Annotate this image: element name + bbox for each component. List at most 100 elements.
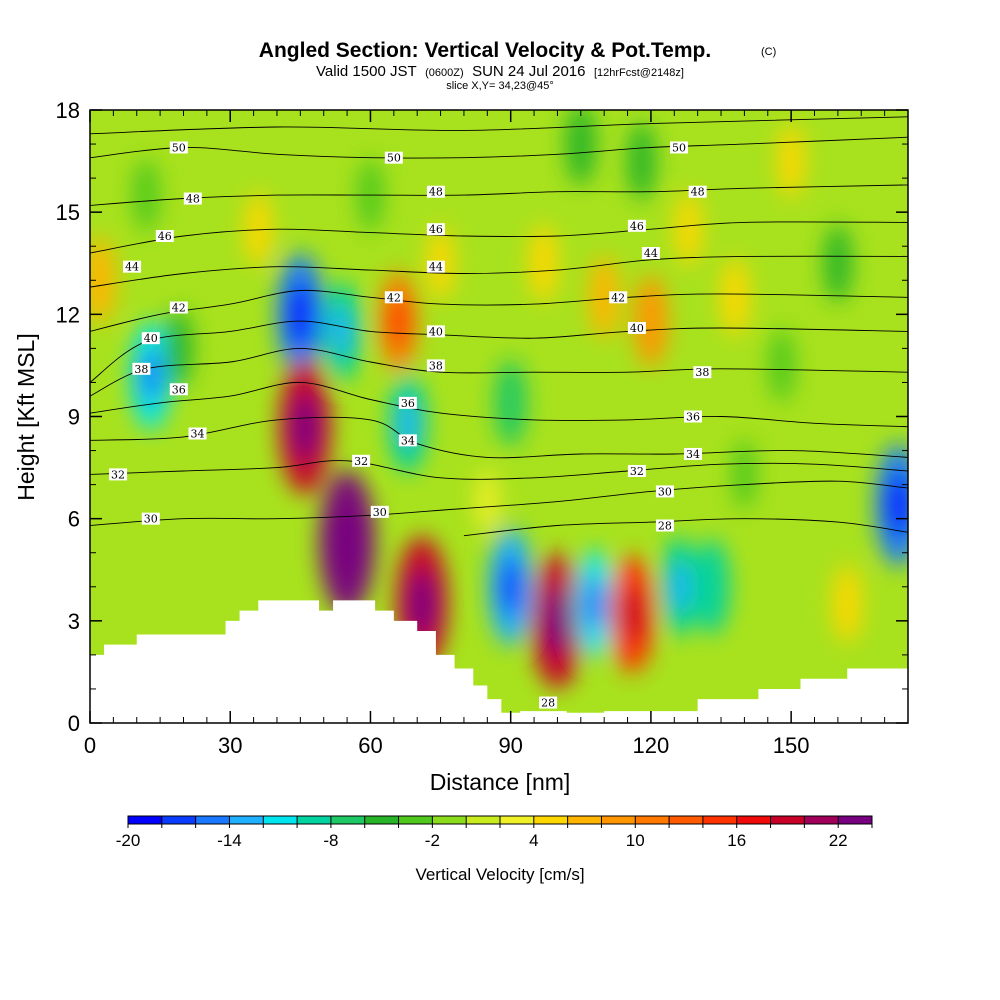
theta-label-box — [627, 464, 646, 477]
theta-label-46: 46 — [426, 223, 445, 236]
theta-label-box — [398, 396, 417, 409]
theta-label-46: 46 — [155, 230, 174, 243]
velocity-cell-0 — [90, 236, 116, 324]
colorbar-swatch — [297, 816, 332, 824]
theta-label-44: 44 — [123, 260, 142, 274]
theta-label-text: 46 — [158, 230, 172, 243]
velocity-cell-23 — [633, 275, 669, 367]
theta-label-text: 48 — [186, 193, 200, 206]
x-axis: 0 30 60 90 120 150 — [84, 110, 909, 758]
x-tick-label: 0 — [84, 733, 96, 758]
colorbar-swatch — [533, 816, 569, 824]
y-tick-label: 3 — [68, 609, 80, 634]
colorbar-swatch — [128, 816, 163, 824]
theta-contour-28 — [463, 518, 908, 537]
velocity-cell-20 — [693, 538, 730, 635]
velocity-core-17 — [584, 576, 606, 632]
theta-label-text: 42 — [172, 302, 186, 315]
colorbar-tick-label: 22 — [829, 831, 848, 850]
theta-contour-46 — [90, 221, 908, 254]
theta-label-text: 38 — [134, 363, 148, 376]
theta-label-text: 38 — [695, 366, 709, 379]
colorbar-swatch — [567, 816, 602, 824]
x-tick-label: 60 — [358, 733, 382, 758]
theta-contour-30 — [90, 480, 908, 526]
theta-label-34: 34 — [188, 427, 207, 441]
theta-contour-42 — [90, 289, 908, 332]
valid-time-line: Valid 1500 JST (0600Z) SUN 24 Jul 2016 [… — [316, 63, 684, 80]
velocity-core-16 — [544, 587, 571, 655]
velocity-core-18 — [620, 584, 644, 644]
theta-contour-32 — [90, 460, 908, 480]
theta-label-42: 42 — [384, 291, 403, 304]
colorbar-swatch — [432, 816, 467, 824]
theta-label-box — [627, 321, 646, 334]
colorbar-swatch — [804, 816, 839, 824]
plot-area: 50 50 50 48 48 48 46 46 46 44 44 44 42 42 42 40 40 40 38 38… — [90, 110, 908, 723]
colorbar-swatch — [364, 816, 400, 824]
theta-label-50: 50 — [669, 141, 688, 154]
theta-label-box — [627, 219, 646, 232]
theta-label-44: 44 — [426, 260, 445, 274]
colorbar-swatch — [635, 816, 670, 824]
colorbar-tick-label: 16 — [727, 831, 746, 850]
velocity-cell-29 — [627, 122, 657, 201]
theta-label-38: 38 — [132, 362, 151, 376]
x-tick-label: 150 — [773, 733, 810, 758]
valid-time-prefix: Valid 1500 JST — [316, 63, 417, 80]
theta-label-32: 32 — [352, 454, 371, 468]
theta-label-box — [141, 512, 160, 525]
theta-contour-50 — [90, 136, 908, 159]
theta-label-box — [693, 366, 712, 379]
slice-info: slice X,Y= 34,23@45° — [446, 80, 554, 92]
x-tick-label: 120 — [633, 733, 670, 758]
theta-label-text: 46 — [630, 220, 644, 233]
theta-label-text: 34 — [191, 428, 205, 441]
theta-label-box — [609, 291, 628, 304]
theta-label-text: 44 — [125, 261, 139, 274]
theta-label-box — [109, 468, 128, 481]
theta-label-box — [655, 485, 674, 498]
theta-label-46: 46 — [627, 219, 646, 233]
theta-label-box — [426, 260, 445, 273]
velocity-cell-24 — [674, 192, 702, 266]
theta-contours — [90, 116, 908, 537]
x-axis-label: Distance [nm] — [430, 769, 571, 795]
velocity-core-1 — [140, 348, 162, 403]
velocity-cell-30 — [823, 224, 853, 303]
theta-label-44: 44 — [641, 247, 660, 260]
theta-contour-labels: 50 50 50 48 48 48 46 46 46 44 44 44 42 42 42 40 40 40 38 38… — [109, 141, 712, 710]
theta-label-box — [169, 301, 188, 314]
theta-label-38: 38 — [426, 359, 445, 372]
colorbar-swatch — [263, 816, 298, 824]
theta-contour-36 — [90, 381, 908, 428]
colorbar-swatch — [229, 816, 264, 824]
y-tick-label: 18 — [56, 98, 80, 123]
theta-label-30: 30 — [655, 485, 674, 498]
theta-label-48: 48 — [688, 185, 707, 199]
theta-label-box — [141, 332, 160, 345]
theta-label-38: 38 — [693, 366, 712, 379]
velocity-field — [90, 110, 908, 689]
theta-label-text: 40 — [144, 332, 158, 345]
velocity-cell-32 — [832, 564, 862, 643]
y-tick-label: 12 — [56, 302, 80, 327]
colorbar-tick-label: -14 — [217, 831, 242, 850]
theta-label-box — [683, 410, 702, 423]
velocity-cell-7 — [244, 192, 272, 266]
theta-label-text: 38 — [429, 359, 443, 372]
theta-label-42: 42 — [609, 291, 628, 304]
velocity-core-19 — [669, 561, 689, 612]
colorbar-title: Vertical Velocity [cm/s] — [415, 865, 584, 884]
theta-label-text: 36 — [172, 383, 186, 396]
theta-label-text: 28 — [658, 519, 672, 532]
colorbar-tick-label: -2 — [425, 831, 440, 850]
theta-label-box — [169, 141, 188, 154]
theta-label-text: 40 — [429, 325, 443, 338]
theta-label-48: 48 — [183, 192, 202, 206]
theta-label-text: 48 — [429, 186, 443, 199]
theta-label-32: 32 — [109, 468, 128, 481]
valid-date: SUN 24 Jul 2016 — [472, 63, 585, 80]
theta-label-box — [384, 291, 403, 304]
terrain-mask — [90, 600, 908, 723]
